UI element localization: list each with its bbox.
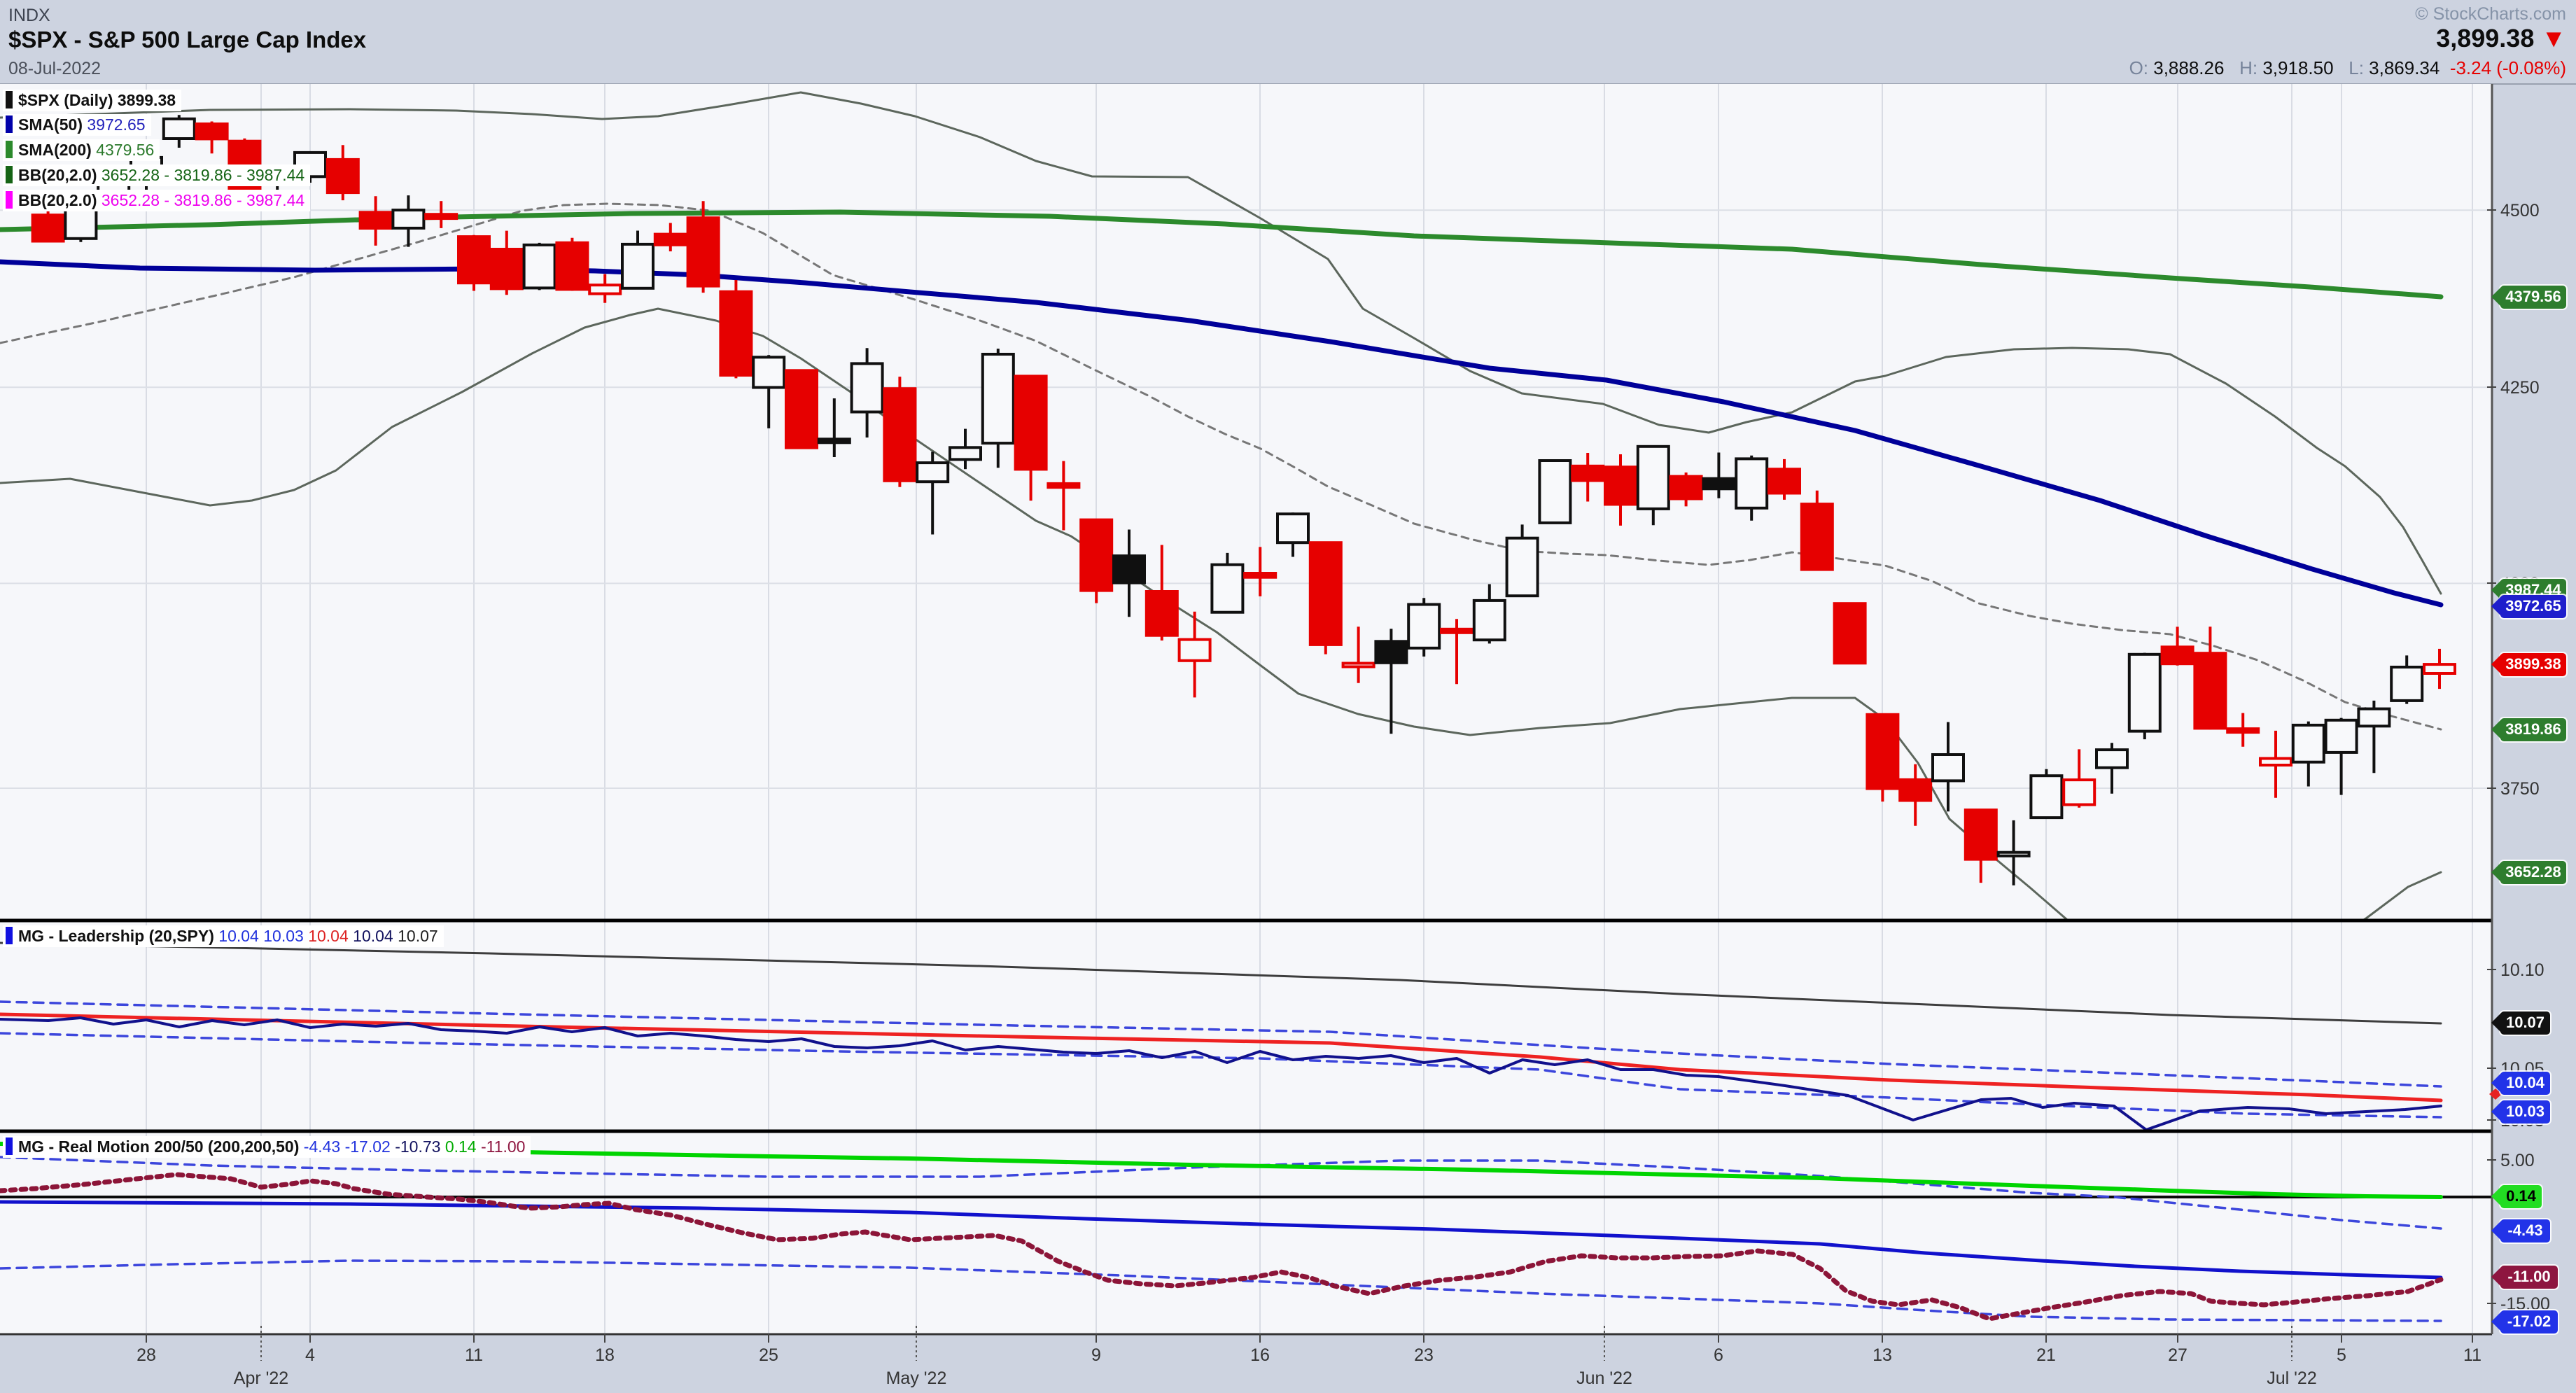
svg-text:25: 25 — [759, 1345, 778, 1365]
svg-text:10.10: 10.10 — [2500, 960, 2544, 980]
svg-text:Jun '22: Jun '22 — [1576, 1368, 1632, 1388]
svg-text:5: 5 — [2337, 1345, 2346, 1365]
svg-text:23: 23 — [1414, 1345, 1434, 1365]
svg-text:11: 11 — [2463, 1345, 2482, 1365]
svg-text:Jul '22: Jul '22 — [2267, 1368, 2316, 1388]
svg-text:4500: 4500 — [2500, 201, 2540, 220]
svg-text:May '22: May '22 — [886, 1368, 947, 1388]
svg-text:21: 21 — [2036, 1345, 2056, 1365]
svg-text:4: 4 — [305, 1345, 315, 1365]
svg-text:16: 16 — [1250, 1345, 1270, 1365]
svg-text:18: 18 — [595, 1345, 615, 1365]
svg-text:13: 13 — [1872, 1345, 1892, 1365]
svg-text:5.00: 5.00 — [2500, 1151, 2535, 1170]
svg-text:3750: 3750 — [2500, 779, 2540, 799]
svg-text:11: 11 — [465, 1345, 483, 1365]
svg-text:Apr '22: Apr '22 — [234, 1368, 288, 1388]
svg-text:28: 28 — [136, 1345, 156, 1365]
svg-text:9: 9 — [1091, 1345, 1101, 1365]
svg-text:4250: 4250 — [2500, 378, 2540, 398]
svg-text:6: 6 — [1714, 1345, 1723, 1365]
svg-text:27: 27 — [2168, 1345, 2188, 1365]
